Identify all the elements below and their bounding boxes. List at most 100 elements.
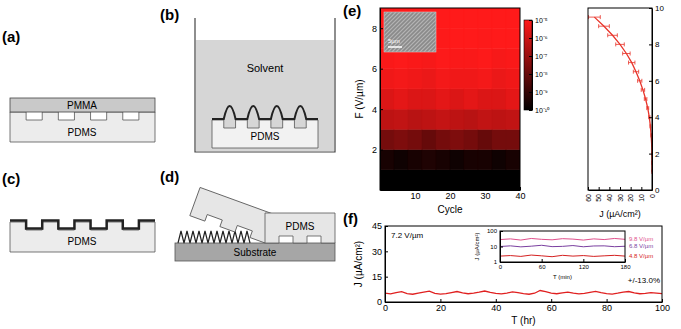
cell xyxy=(464,8,478,28)
cell xyxy=(506,48,520,68)
axis-title: Cycle xyxy=(437,204,462,215)
series-label: 6.8 V/µm xyxy=(629,243,653,249)
axis-title: T (hr) xyxy=(511,315,535,326)
cell xyxy=(422,170,436,190)
panel-letter: (d) xyxy=(160,168,179,185)
tick: 0 xyxy=(649,186,660,195)
axis-line xyxy=(589,190,653,191)
cell xyxy=(492,109,506,129)
tick: 40 xyxy=(606,187,613,202)
tick-label: 10 xyxy=(490,244,497,250)
tick: 10⁻⁸ xyxy=(529,71,548,78)
axis-title: J (µA/cm²) xyxy=(474,233,480,261)
layer-label: PDMS xyxy=(251,131,280,142)
tick-mark xyxy=(529,20,532,21)
tick-mark xyxy=(500,262,503,263)
afm-ridge xyxy=(412,12,436,52)
tick-label: 4 xyxy=(655,113,660,122)
heatmap-cells xyxy=(380,8,520,190)
tick-label: 10⁻⁹ xyxy=(535,89,548,96)
tick-mark xyxy=(385,251,388,252)
tick-label: 120 xyxy=(579,264,590,270)
pdms-stamp xyxy=(10,222,155,252)
colorbar-axis: 10⁻¹⁰10⁻⁹10⁻⁸10⁻⁷10⁻⁶10⁻⁵ xyxy=(529,17,550,114)
tick: 10⁻⁵ xyxy=(529,17,548,24)
cell xyxy=(450,28,464,48)
plot-marks xyxy=(589,15,652,174)
cell xyxy=(422,89,436,109)
cell xyxy=(492,170,506,190)
cell xyxy=(450,109,464,129)
axis-line xyxy=(380,9,381,191)
tick: 8 xyxy=(649,40,660,49)
tick: 120 xyxy=(579,259,590,270)
line xyxy=(500,238,625,240)
tick-mark xyxy=(380,28,383,29)
tick: 60 xyxy=(547,299,557,313)
pdms-stamp xyxy=(212,120,318,148)
cell xyxy=(464,89,478,109)
tick-mark xyxy=(380,150,383,151)
tick: 30 xyxy=(617,187,624,202)
conformal-film xyxy=(10,221,155,229)
tick-label: 30 xyxy=(372,247,382,257)
tick-label: 2 xyxy=(655,150,660,159)
tick-label: 50 xyxy=(595,194,602,202)
tick: 2 xyxy=(649,150,660,159)
inset-background xyxy=(500,231,625,262)
tick-mark xyxy=(496,299,497,302)
tick-mark xyxy=(649,154,652,155)
tick-label: 30 xyxy=(617,194,624,202)
tick: 4 xyxy=(372,104,383,114)
cell xyxy=(394,129,408,149)
beaker xyxy=(195,18,335,152)
cell xyxy=(450,69,464,89)
cell xyxy=(394,69,408,89)
tick-mark xyxy=(649,81,652,82)
plot-marks xyxy=(385,291,662,295)
x-axis: 6050403020100 xyxy=(585,187,656,202)
cell xyxy=(408,150,422,170)
x-axis: 020406080100 xyxy=(383,299,670,313)
tick-mark xyxy=(641,187,642,190)
cell xyxy=(436,170,450,190)
tick: 15 xyxy=(372,272,388,282)
tick: 20 xyxy=(627,187,634,202)
cell xyxy=(380,150,394,170)
tick-label: 0 xyxy=(383,303,388,313)
cell xyxy=(450,48,464,68)
cell xyxy=(506,109,520,129)
tick: 50 xyxy=(595,187,602,202)
cell xyxy=(506,28,520,48)
tick-mark xyxy=(529,38,532,39)
tick: 6 xyxy=(649,77,660,86)
tick-mark xyxy=(542,259,543,262)
cell xyxy=(380,89,394,109)
tick-mark xyxy=(620,187,621,190)
tick-label: 6 xyxy=(655,77,660,86)
layer-label: PDMS xyxy=(286,221,315,232)
cell xyxy=(380,109,394,129)
cell xyxy=(464,48,478,68)
cell xyxy=(436,69,450,89)
line xyxy=(500,245,625,247)
tick: 2 xyxy=(372,145,383,155)
plot-marks xyxy=(500,238,625,256)
tick-mark xyxy=(385,226,388,227)
tick-label: 10⁻⁶ xyxy=(535,35,548,42)
substrate xyxy=(175,243,335,261)
panel-letter: (a) xyxy=(2,28,20,45)
cell xyxy=(450,8,464,28)
tick: 30 xyxy=(372,247,388,257)
tick: 30 xyxy=(480,187,490,201)
tick-label: 10 xyxy=(410,191,420,201)
cell xyxy=(422,109,436,129)
cell xyxy=(492,69,506,89)
y-axis: 0153045 xyxy=(372,221,388,307)
axis-title: J (µA/cm²) xyxy=(353,241,364,287)
tick-mark xyxy=(649,8,652,9)
tick: 10 xyxy=(638,187,645,202)
cell xyxy=(436,150,450,170)
tick-mark xyxy=(649,117,652,118)
tick: 180 xyxy=(620,259,631,270)
